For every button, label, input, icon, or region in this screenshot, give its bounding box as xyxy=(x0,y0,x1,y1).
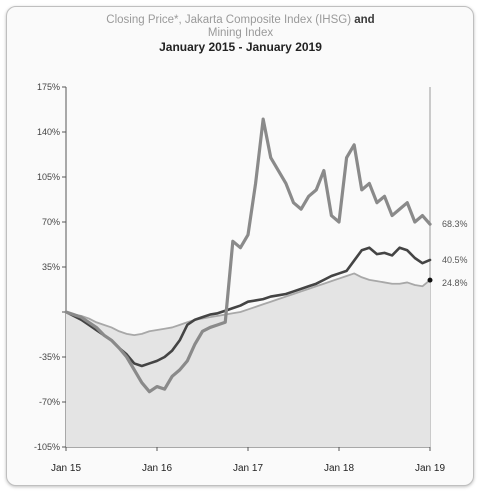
y-tick-label: -35% xyxy=(39,352,60,362)
area-fill xyxy=(66,273,430,447)
title-and: and xyxy=(354,14,375,26)
x-tick-label: Jan 18 xyxy=(324,463,354,474)
y-tick-label: 35% xyxy=(42,262,60,272)
y-tick-label: 105% xyxy=(37,172,60,182)
y-tick-label: -70% xyxy=(39,397,60,407)
series-layer xyxy=(64,117,432,394)
series-end-marker xyxy=(427,277,433,283)
x-tick-label: Jan 17 xyxy=(233,463,263,474)
x-tick-label: Jan 16 xyxy=(142,463,172,474)
chart-title-block: Closing Price*, Jakarta Composite Index … xyxy=(0,14,481,55)
series-end-label: 68.3% xyxy=(442,219,468,229)
end-labels-layer: 68.3% 40.5% 24.8% xyxy=(427,219,468,288)
title-part1: Closing Price*, Jakarta Composite Index … xyxy=(106,14,352,26)
x-tick-label: Jan 15 xyxy=(51,463,81,474)
chart-subtitle: January 2015 - January 2019 xyxy=(159,40,322,54)
y-tick-label: 140% xyxy=(37,127,60,137)
chart-title-line1: Closing Price*, Jakarta Composite Index … xyxy=(0,14,481,27)
series-end-label: 40.5% xyxy=(442,255,468,265)
y-tick-label: -105% xyxy=(34,442,60,452)
y-tick-label: 70% xyxy=(42,217,60,227)
area-layer xyxy=(66,273,430,447)
series-end-label: 24.8% xyxy=(442,278,468,288)
x-tick-label: Jan 19 xyxy=(415,463,445,474)
chart-title-line2: Mining Index xyxy=(207,27,274,39)
series-line-2 xyxy=(64,246,432,368)
series-line-3 xyxy=(65,272,431,337)
series-line-1 xyxy=(64,117,432,394)
y-tick-label: 175% xyxy=(37,82,60,92)
